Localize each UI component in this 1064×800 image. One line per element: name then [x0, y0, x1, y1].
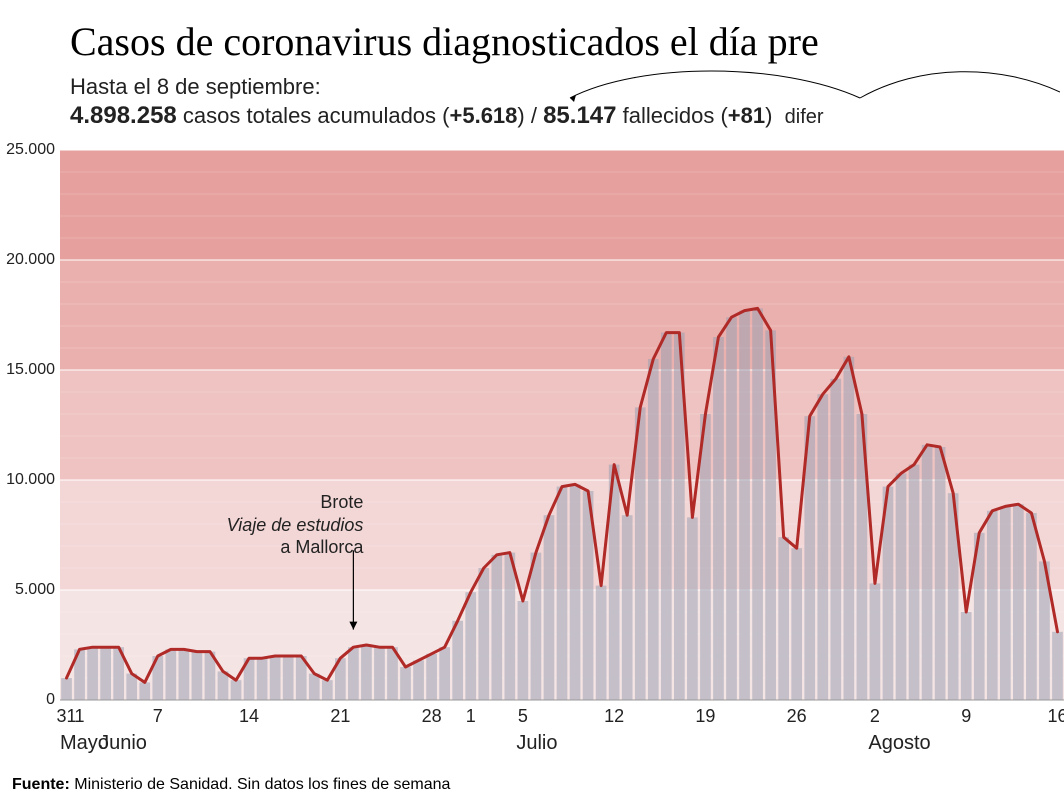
annotation-line3: a Mallorca [280, 537, 363, 557]
annotation-line2: Viaje de estudios [227, 515, 364, 535]
month-label: Agosto [868, 732, 930, 755]
x-tick-label: 21 [330, 706, 350, 727]
month-label: Julio [516, 732, 557, 755]
month-label: Junio [99, 732, 147, 755]
x-tick-label: 28 [422, 706, 442, 727]
chart-plot [0, 0, 1064, 800]
y-tick-label: 5.000 [0, 581, 55, 599]
x-tick-label: 1 [466, 706, 476, 727]
source-text: Ministerio de Sanidad. Sin datos los fin… [74, 776, 450, 793]
annotation-mallorca: Brote Viaje de estudios a Mallorca [193, 491, 363, 559]
x-tick-label: 9 [961, 706, 971, 727]
x-tick-label: 19 [695, 706, 715, 727]
source-line: Fuente: Ministerio de Sanidad. Sin datos… [12, 776, 450, 794]
y-tick-label: 20.000 [0, 251, 55, 269]
x-tick-label: 1 [75, 706, 85, 727]
x-tick-label: 26 [787, 706, 807, 727]
x-tick-label: 14 [239, 706, 259, 727]
x-tick-label: 2 [870, 706, 880, 727]
y-tick-label: 10.000 [0, 471, 55, 489]
annotation-line1: Brote [320, 492, 363, 512]
x-tick-label: 12 [604, 706, 624, 727]
y-tick-label: 0 [0, 691, 55, 709]
x-tick-label: 31 [57, 706, 77, 727]
x-tick-label: 16 [1047, 706, 1064, 727]
chart-container: Casos de coronavirus diagnosticados el d… [0, 0, 1064, 800]
y-tick-label: 25.000 [0, 141, 55, 159]
x-tick-label: 5 [518, 706, 528, 727]
y-tick-label: 15.000 [0, 361, 55, 379]
x-tick-label: 7 [153, 706, 163, 727]
source-prefix: Fuente: [12, 776, 70, 793]
